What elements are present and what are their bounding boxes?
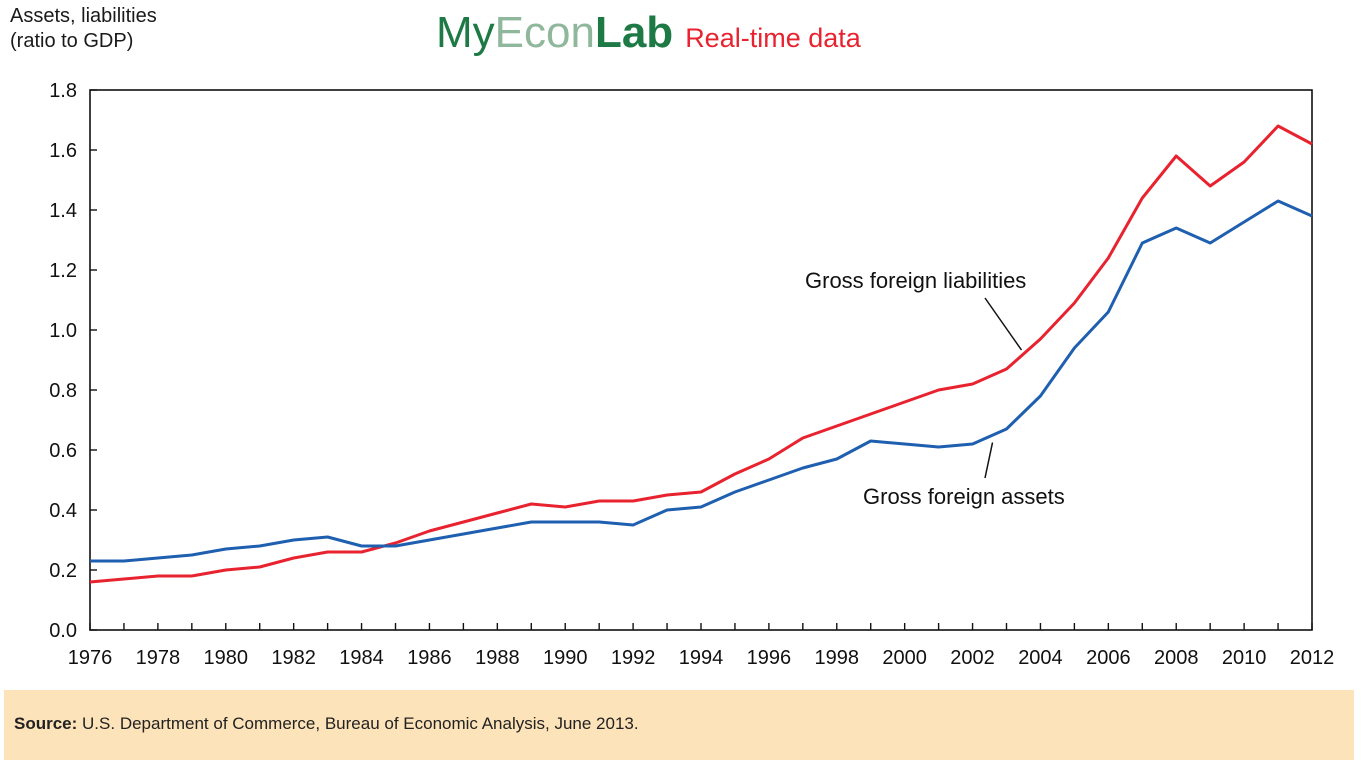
y-tick-label: 1.2 bbox=[49, 260, 77, 282]
x-tick-label: 2006 bbox=[1086, 647, 1131, 669]
source-text-row: Source: U.S. Department of Commerce, Bur… bbox=[14, 714, 639, 734]
x-tick-label: 1976 bbox=[68, 647, 113, 669]
x-tick-label: 1990 bbox=[543, 647, 588, 669]
y-tick-label: 0.4 bbox=[49, 500, 77, 522]
brand-econ: Econ bbox=[494, 8, 595, 57]
x-tick-label: 1978 bbox=[136, 647, 181, 669]
x-tick-label: 1984 bbox=[339, 647, 384, 669]
x-tick-label: 1994 bbox=[679, 647, 724, 669]
y-tick-label: 1.4 bbox=[49, 200, 77, 222]
liabilities-leader-line bbox=[984, 297, 1023, 351]
x-tick-label: 1982 bbox=[271, 647, 316, 669]
y-tick-label: 0.6 bbox=[49, 440, 77, 462]
gross-foreign-liabilities-line bbox=[89, 124, 1313, 584]
brand-lab: Lab bbox=[594, 8, 674, 57]
y-axis-title-line2: (ratio to GDP) bbox=[10, 30, 134, 52]
plot-frame bbox=[89, 89, 1313, 631]
line-chart: 0.0 0.2 0.4 0.6 0.8 1.0 1.2 1.4 1.6 1.8 1976 1978 19… bbox=[49, 80, 1335, 669]
source-text: U.S. Department of Commerce, Bureau of E… bbox=[82, 714, 639, 733]
source-label: Source: bbox=[14, 714, 78, 733]
brand-my: My bbox=[436, 8, 495, 57]
x-tick-label: 2000 bbox=[882, 647, 927, 669]
x-tick-label: 2002 bbox=[950, 647, 995, 669]
x-tick-label: 1986 bbox=[407, 647, 452, 669]
x-tick-label: 1988 bbox=[475, 647, 520, 669]
source-note: Source: U.S. Department of Commerce, Bur… bbox=[4, 690, 1354, 760]
y-axis-title-line1: Assets, liabilities bbox=[10, 5, 157, 27]
x-tick-label: 2004 bbox=[1018, 647, 1063, 669]
x-tick-label: 2012 bbox=[1290, 647, 1335, 669]
x-tick-label: 2010 bbox=[1222, 647, 1267, 669]
real-time-data-link[interactable]: Real-time data bbox=[685, 23, 861, 53]
assets-leader-line bbox=[984, 442, 994, 479]
x-tick-label: 1996 bbox=[747, 647, 792, 669]
x-tick-label: 2008 bbox=[1154, 647, 1199, 669]
y-tick-label: 0.8 bbox=[49, 380, 77, 402]
x-tick-label: 1992 bbox=[611, 647, 656, 669]
y-tick-label: 1.6 bbox=[49, 140, 77, 162]
y-axis-title: Assets, liabilities (ratio to GDP) bbox=[10, 4, 157, 54]
liabilities-annotation: Gross foreign liabilities bbox=[805, 268, 1026, 293]
assets-annotation: Gross foreign assets bbox=[863, 484, 1065, 509]
x-tick-label: 1980 bbox=[204, 647, 249, 669]
gross-foreign-assets-line bbox=[90, 199, 1313, 563]
myeconlab-logo: MyEconLab Real-time data bbox=[436, 8, 861, 58]
y-tick-label: 0.2 bbox=[49, 560, 77, 582]
y-tick-label: 1.8 bbox=[49, 80, 77, 102]
y-tick-label: 0.0 bbox=[49, 620, 77, 642]
y-tick-label: 1.0 bbox=[49, 320, 77, 342]
x-tick-label: 1998 bbox=[815, 647, 860, 669]
